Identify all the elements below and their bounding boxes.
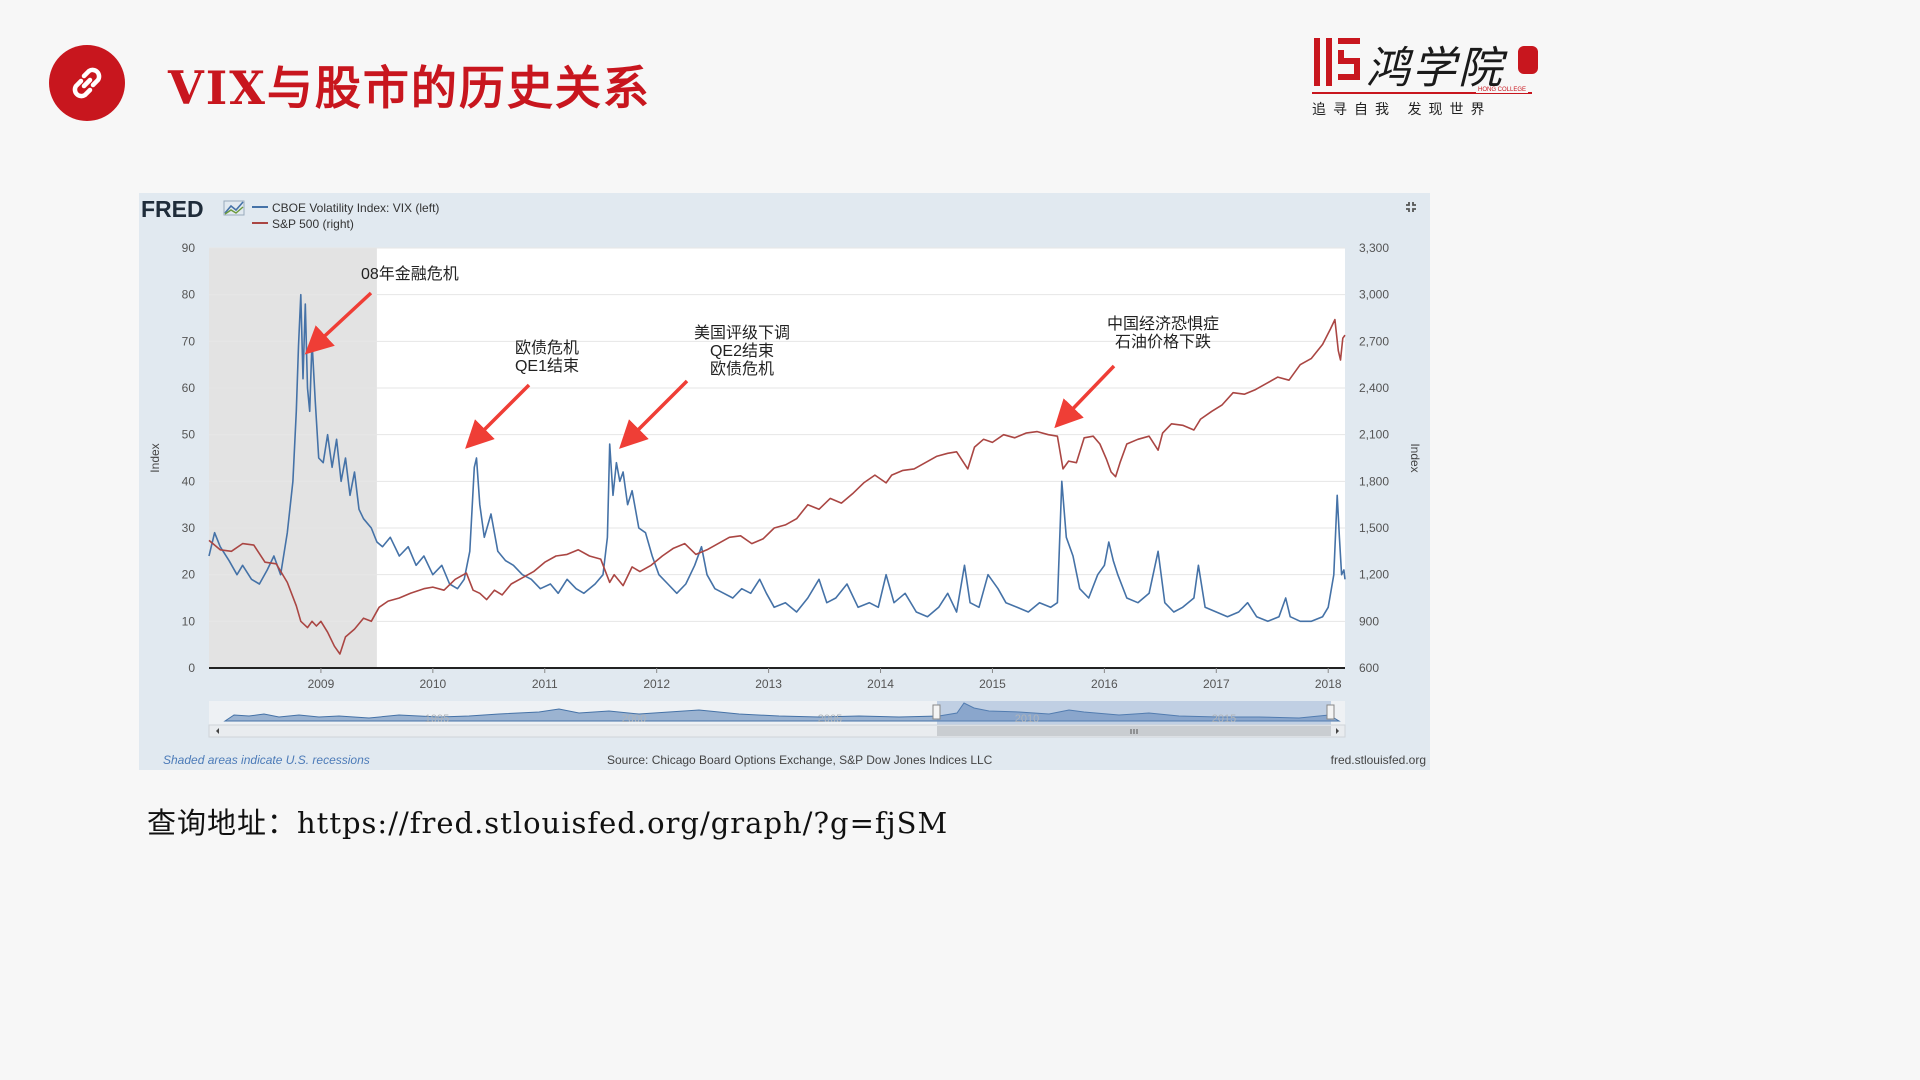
navigator-year-label: 2015 <box>1212 713 1236 725</box>
logo-english: HONG COLLEGE <box>1476 87 1529 93</box>
y-tick-right: 3,300 <box>1359 241 1389 255</box>
recession-note: Shaded areas indicate U.S. recessions <box>163 753 370 767</box>
navigator-series <box>223 702 1341 722</box>
y-axis-title-right: Index <box>1408 443 1422 472</box>
y-tick-left: 10 <box>182 614 196 628</box>
series-line-vix <box>208 293 1346 623</box>
y-axis-title-left: Index <box>148 443 162 472</box>
series-line-sp500 <box>208 318 1346 655</box>
navigator-left-handle[interactable] <box>932 704 941 720</box>
fred-brand: FRED <box>141 196 204 222</box>
y-tick-right: 1,800 <box>1359 474 1389 488</box>
x-tick-label: 2015 <box>979 677 1006 691</box>
chart-svg: FRED CBOE Volatility Index: VIX (left) S… <box>141 196 1426 767</box>
navigator-year-label: 1995 <box>425 713 449 725</box>
annotation-label: 08年金融危机 <box>361 265 459 283</box>
navigator-right-handle[interactable] <box>1326 704 1335 720</box>
legend-label-vix: CBOE Volatility Index: VIX (left) <box>272 201 439 215</box>
scroll-grip-icon[interactable] <box>1130 729 1138 734</box>
annotation-line: QE1结束 <box>515 357 579 375</box>
scroll-right-icon[interactable] <box>1336 728 1339 734</box>
y-tick-left: 80 <box>182 288 196 302</box>
annotation-label: 美国评级下调 QE2结束欧债危机 <box>694 324 790 378</box>
annotation-line: QE2结束 <box>710 342 774 360</box>
y-tick-left: 0 <box>188 661 195 675</box>
y-tick-right: 2,100 <box>1359 428 1389 442</box>
annotation-line: 石油价格下跌 <box>1115 333 1211 351</box>
y-tick-right: 2,700 <box>1359 334 1389 348</box>
y-tick-left: 90 <box>182 241 196 255</box>
y-tick-left: 70 <box>182 334 196 348</box>
fred-chart: FRED CBOE Volatility Index: VIX (left) S… <box>139 193 1430 770</box>
logo-name: 鸿学院 <box>1366 43 1504 94</box>
x-tick-label: 2014 <box>867 677 894 691</box>
y-tick-right: 1,200 <box>1359 568 1389 582</box>
y-tick-left: 20 <box>182 568 196 582</box>
annotation-arrow <box>465 383 531 449</box>
logo-seal <box>1518 46 1538 74</box>
logo-mark-icon <box>1314 38 1360 86</box>
annotation-label: 欧债危机 QE1结束 <box>515 339 579 375</box>
annotation-line: 欧债危机 <box>710 360 774 378</box>
navigator-year-label: 2010 <box>1015 713 1039 725</box>
x-tick-label: 2016 <box>1091 677 1118 691</box>
y-tick-left: 30 <box>182 521 196 535</box>
scroll-left-icon[interactable] <box>216 728 219 734</box>
y-tick-left: 50 <box>182 428 196 442</box>
annotation-label: 中国经济恐惧症石油价格下跌 <box>1107 315 1219 351</box>
annotation-line: 欧债危机 <box>515 339 579 357</box>
x-tick-label: 2013 <box>755 677 782 691</box>
annotation-line: 美国评级下调 <box>694 324 790 342</box>
range-navigator[interactable]: 1995 2000 2005 2010 2015 <box>208 701 1346 738</box>
x-tick-label: 2011 <box>532 677 558 691</box>
annotation-arrow <box>304 291 373 355</box>
fullscreen-icon[interactable] <box>1403 199 1419 215</box>
y-tick-right: 1,500 <box>1359 521 1389 535</box>
fred-graph-icon <box>223 200 245 216</box>
x-tick-label: 2012 <box>643 677 670 691</box>
query-url[interactable]: 查询地址：https://fred.stlouisfed.org/graph/?… <box>147 806 949 840</box>
y-tick-right: 3,000 <box>1359 288 1389 302</box>
y-tick-left: 60 <box>182 381 196 395</box>
fred-site-link[interactable]: fred.stlouisfed.org <box>1331 753 1426 767</box>
plot-area <box>209 248 1345 668</box>
y-tick-right: 900 <box>1359 614 1379 628</box>
page-title: VIX与股市的历史关系 <box>168 61 651 115</box>
navigator-selection[interactable] <box>937 701 1331 725</box>
navigator-year-label: 2005 <box>818 713 842 725</box>
logo-divider <box>1312 92 1532 94</box>
annotation-arrow <box>1054 364 1116 429</box>
annotation-arrow <box>619 379 689 449</box>
logo-slogan: 追寻自我 发现世界 <box>1312 102 1492 118</box>
x-tick-label: 2009 <box>308 677 335 691</box>
x-tick-label: 2018 <box>1315 677 1342 691</box>
legend: CBOE Volatility Index: VIX (left) S&P 50… <box>252 201 439 231</box>
college-logo: 鸿学院 HONG COLLEGE 追寻自我 发现世界 <box>1310 32 1542 122</box>
x-tick-label: 2010 <box>419 677 446 691</box>
navigator-year-label: 2000 <box>622 713 646 725</box>
y-tick-right: 600 <box>1359 661 1379 675</box>
annotation-line: 08年金融危机 <box>361 265 459 283</box>
source-text: Source: Chicago Board Options Exchange, … <box>607 753 993 767</box>
legend-label-sp500: S&P 500 (right) <box>272 217 354 231</box>
y-tick-right: 2,400 <box>1359 381 1389 395</box>
x-tick-label: 2017 <box>1203 677 1230 691</box>
y-tick-left: 40 <box>182 474 196 488</box>
link-icon <box>49 45 125 121</box>
annotation-line: 中国经济恐惧症 <box>1107 315 1219 333</box>
